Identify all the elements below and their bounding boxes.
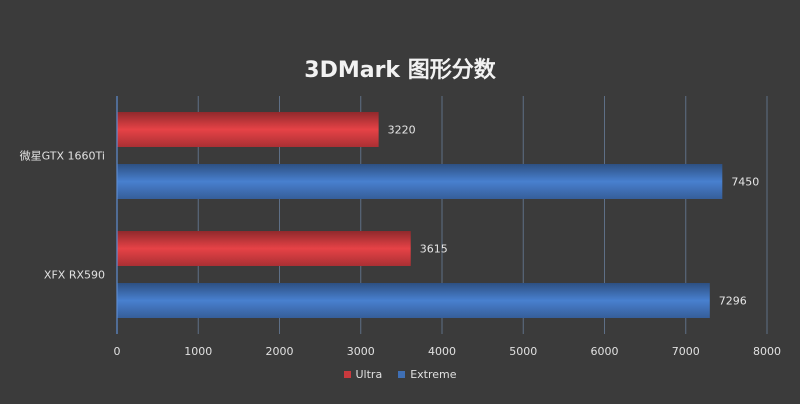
- data-label: 7296: [719, 295, 747, 308]
- x-tick-label: 4000: [428, 345, 456, 358]
- x-tick-label: 5000: [509, 345, 537, 358]
- x-tick-label: 2000: [266, 345, 294, 358]
- x-tick-label: 0: [114, 345, 121, 358]
- legend-label-extreme: Extreme: [410, 368, 457, 381]
- bar-ultra: [117, 112, 379, 147]
- y-category-label: 微星GTX 1660Ti: [20, 149, 105, 163]
- x-tick-label: 6000: [591, 345, 619, 358]
- x-tick-label: 8000: [753, 345, 781, 358]
- bar-ultra: [117, 231, 411, 266]
- legend-item-ultra: Ultra: [343, 368, 383, 381]
- bar-extreme: [117, 164, 723, 199]
- legend-label-ultra: Ultra: [355, 368, 383, 381]
- data-label: 3220: [388, 124, 416, 137]
- legend-swatch-extreme: [398, 371, 406, 378]
- y-category-label: XFX RX590: [44, 269, 105, 282]
- x-tick-label: 3000: [347, 345, 375, 358]
- x-tick-label: 1000: [184, 345, 212, 358]
- x-tick-label: 7000: [672, 345, 700, 358]
- legend-swatch-ultra: [343, 371, 351, 378]
- data-label: 3615: [420, 243, 448, 256]
- bar-extreme: [117, 283, 710, 318]
- data-label: 7450: [731, 176, 759, 189]
- chart-title: 3DMark 图形分数: [304, 58, 496, 83]
- legend-item-extreme: Extreme: [398, 368, 457, 381]
- legend: Ultra Extreme: [0, 368, 800, 381]
